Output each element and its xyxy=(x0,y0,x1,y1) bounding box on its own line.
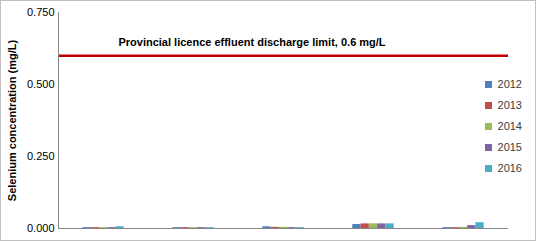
html-text:2014: 2014 xyxy=(497,120,522,132)
svg-text:0.750: 0.750 xyxy=(27,6,55,18)
svg-text:0.500: 0.500 xyxy=(27,78,55,90)
html-text:2012: 2012 xyxy=(497,78,522,90)
svg-text:0.000: 0.000 xyxy=(27,222,55,234)
html-text:2013: 2013 xyxy=(497,99,522,111)
html-text:2016: 2016 xyxy=(497,162,522,174)
svg-text:Provincial licence effluent di: Provincial licence effluent discharge li… xyxy=(118,36,385,48)
html-text:2015: 2015 xyxy=(497,141,522,153)
svg-text:0.250: 0.250 xyxy=(27,150,55,162)
svg-text:Selenium concentration (mg/L): Selenium concentration (mg/L) xyxy=(6,39,18,201)
